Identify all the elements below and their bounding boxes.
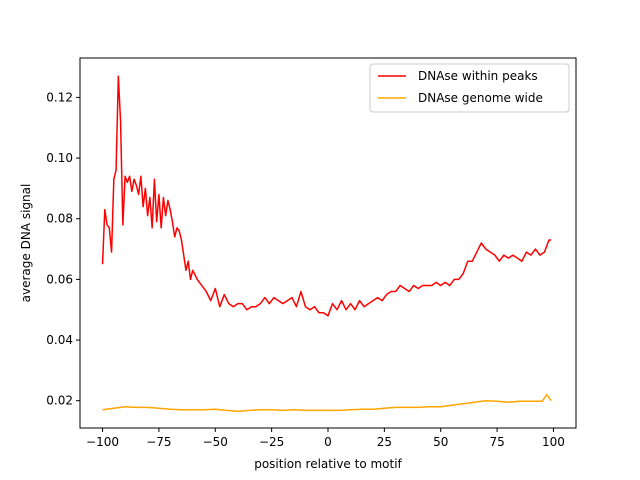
x-tick-label: 25 <box>377 435 392 449</box>
y-tick-label: 0.04 <box>46 333 73 347</box>
plot-frame <box>79 57 577 429</box>
y-tick-label: 0.06 <box>46 272 73 286</box>
legend: DNAse within peaks DNAse genome wide <box>369 63 570 113</box>
x-tick-label: 50 <box>433 435 448 449</box>
y-tick-label: 0.02 <box>46 394 73 408</box>
x-tick-label: −50 <box>203 435 228 449</box>
series-layer <box>101 75 552 413</box>
x-tick-label: 75 <box>489 435 504 449</box>
series-line-genome-wide <box>102 393 552 413</box>
x-tick-label: 0 <box>324 435 332 449</box>
legend-label: DNAse genome wide <box>418 91 543 105</box>
x-axis: −100 −75 −50 −25 0 25 50 75 100 <box>86 428 565 449</box>
x-tick-label: −100 <box>86 435 119 449</box>
legend-box <box>369 63 570 113</box>
y-axis-label: average DNA signal <box>19 184 33 303</box>
x-axis-label: position relative to motif <box>254 457 402 471</box>
x-tick-label: 100 <box>542 435 565 449</box>
x-tick-label: −25 <box>259 435 284 449</box>
x-tick-label: −75 <box>146 435 171 449</box>
y-axis: 0.02 0.04 0.06 0.08 0.10 0.12 <box>46 90 80 408</box>
y-tick-label: 0.12 <box>46 90 73 104</box>
y-tick-label: 0.08 <box>46 212 73 226</box>
series-line-within-peaks <box>101 75 552 317</box>
legend-label: DNAse within peaks <box>418 69 538 83</box>
y-tick-label: 0.10 <box>46 151 73 165</box>
